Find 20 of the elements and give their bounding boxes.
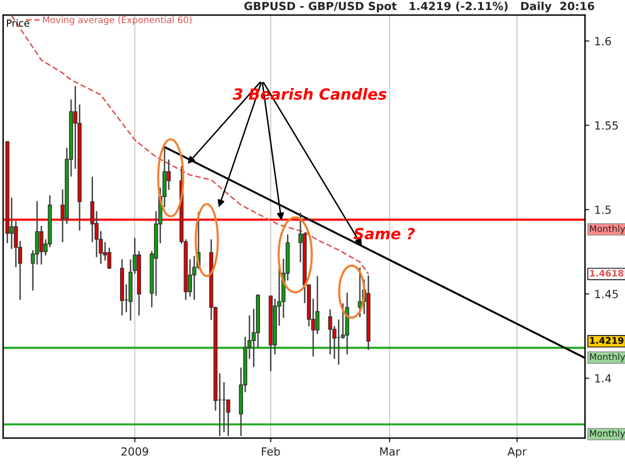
ref-line-label: Monthly — [590, 430, 625, 438]
x-tick-label: 2009 — [121, 447, 148, 456]
y-tick-label: 1.45 — [595, 290, 618, 298]
ref-line-label: Monthly — [590, 225, 625, 234]
candlestick — [328, 309, 332, 355]
x-tick-label: Apr — [508, 447, 527, 458]
x-tick-label: Feb — [262, 447, 280, 456]
text: 1.4618 — [590, 270, 624, 277]
candlestick — [39, 226, 44, 265]
text: 1.4219 — [590, 337, 624, 344]
y-tick-label: 1.5 — [595, 206, 611, 214]
chart-title: GBPUSD - GBP/USD Spot 1.4219 (-2.11%) Daily 20:16 — [244, 2, 594, 12]
y-tick-label: 1.55 — [595, 121, 618, 130]
x-tick-label: Mar — [380, 447, 400, 456]
ref-line-label: Monthly — [590, 353, 625, 362]
y-tick-label: 1.4 — [595, 374, 612, 382]
legend-label: Moving average (Exponential 60) — [43, 16, 192, 25]
candlestick — [358, 268, 362, 318]
annotation: Price — [6, 19, 30, 27]
y-tick-label: 1.6 — [595, 36, 611, 46]
